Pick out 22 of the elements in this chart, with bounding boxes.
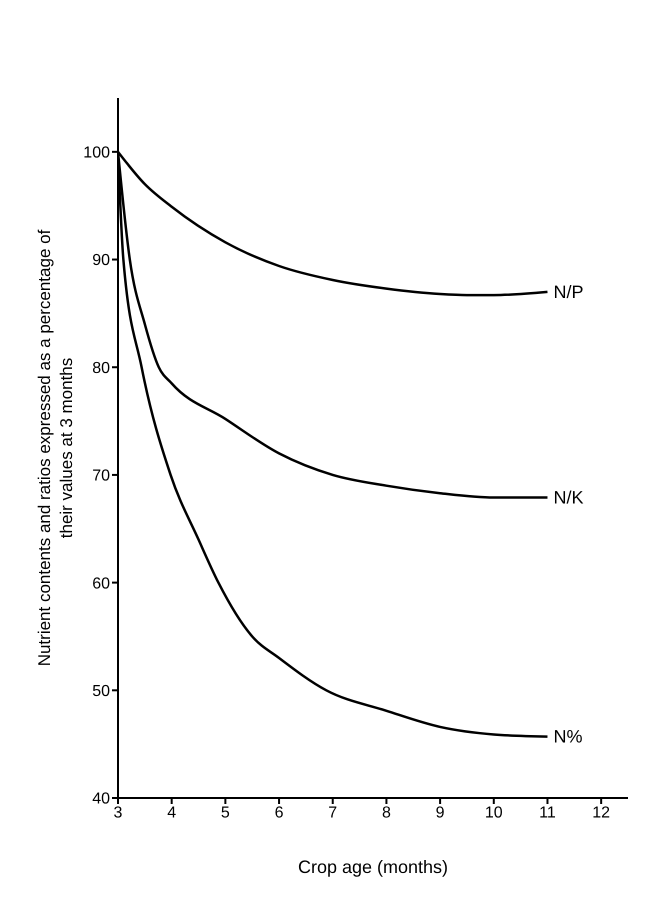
x-tick-label: 5	[220, 804, 230, 822]
y-tick-label: 50	[92, 682, 110, 700]
x-tick-label: 3	[114, 804, 123, 822]
x-tick-label: 6	[274, 804, 284, 822]
y-tick-label: 90	[92, 252, 110, 270]
y-tick-label: 40	[92, 790, 110, 808]
series-label: N/K	[553, 488, 584, 508]
y-tick-label: 80	[92, 360, 110, 377]
x-tick-label: 10	[484, 804, 503, 822]
y-axis-title: Nutrient contents and ratios expressed as a percentage of their values at 3 months	[35, 229, 76, 666]
x-tick-label: 9	[436, 804, 445, 822]
series-label: N%	[553, 726, 582, 747]
series-label: N/P	[553, 282, 584, 302]
x-tick-label: 12	[592, 804, 610, 822]
x-axis-title: Crop age (months)	[298, 857, 448, 877]
y-tick-label: 70	[92, 468, 110, 485]
y-tick-label: 60	[92, 575, 110, 592]
x-tick-label: 7	[328, 804, 338, 822]
x-tick-label: 8	[382, 804, 391, 822]
x-tick-label: 4	[167, 804, 176, 822]
x-tick-label: 11	[539, 804, 556, 822]
y-tick-label: 100	[83, 144, 110, 162]
